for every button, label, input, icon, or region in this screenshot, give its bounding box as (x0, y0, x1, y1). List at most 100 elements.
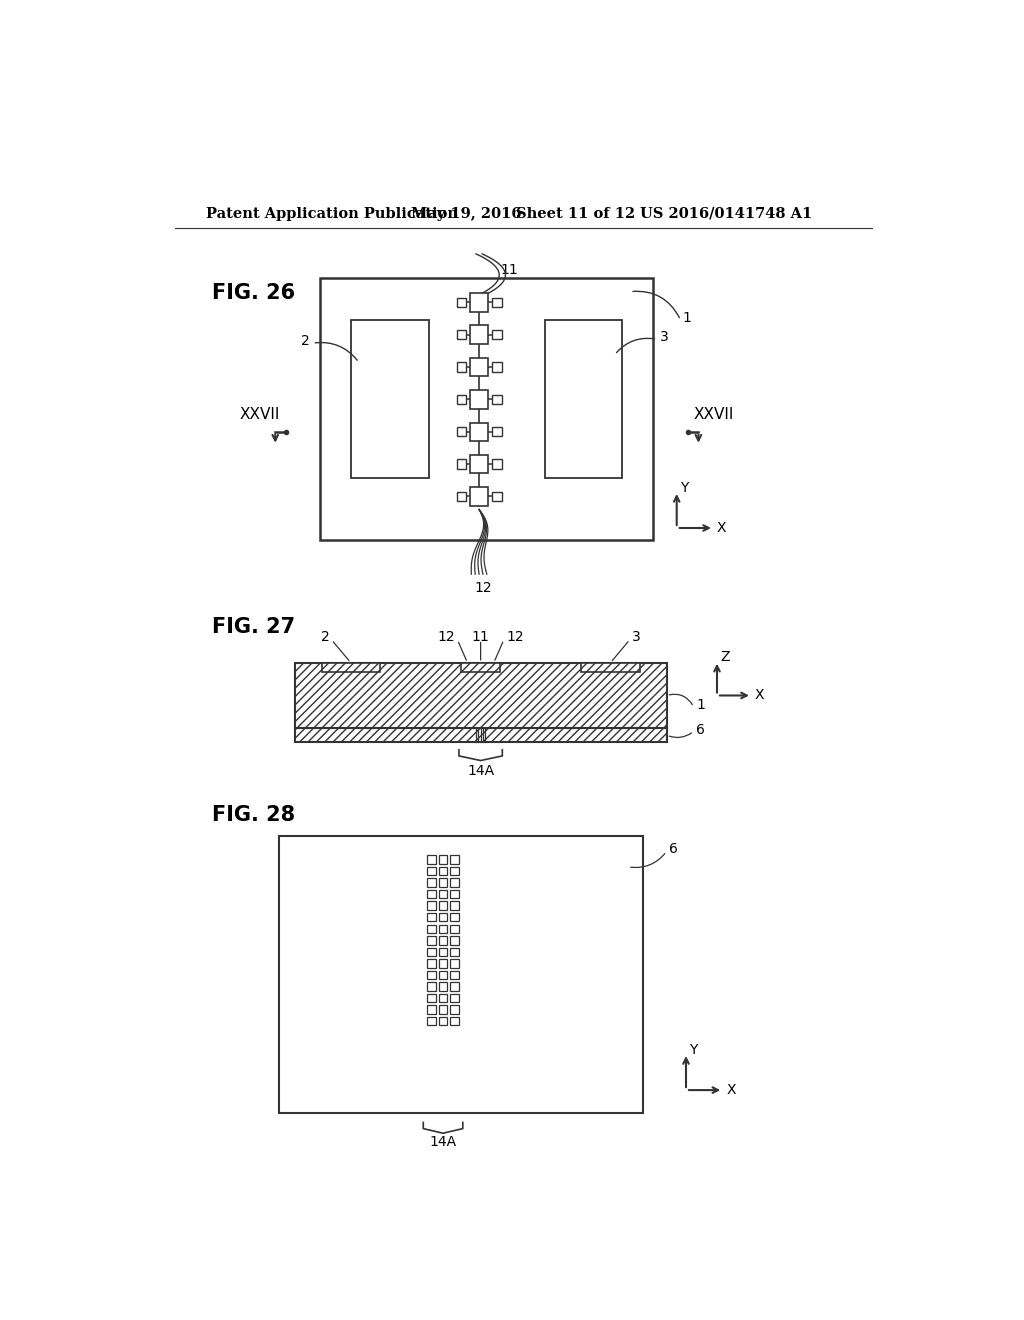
Bar (427, 1006, 435, 1014)
Bar (322, 663, 380, 672)
Text: FIG. 27: FIG. 27 (212, 616, 295, 636)
Bar (451, 982, 459, 991)
Text: 2: 2 (301, 334, 309, 348)
Bar (451, 960, 459, 968)
Bar (438, 913, 447, 921)
Bar (427, 982, 435, 991)
Bar (427, 855, 435, 863)
Bar (470, 455, 488, 474)
Bar (438, 1016, 447, 1026)
Bar (493, 428, 502, 437)
Text: XXVII: XXVII (693, 408, 734, 422)
Bar (451, 890, 459, 899)
Bar (451, 936, 459, 945)
Bar (457, 363, 466, 372)
Bar (451, 924, 459, 933)
Text: FIG. 26: FIG. 26 (212, 284, 295, 304)
Bar (427, 936, 435, 945)
Text: 3: 3 (632, 631, 641, 644)
Bar (438, 982, 447, 991)
Text: X: X (755, 689, 765, 702)
Bar (493, 492, 502, 502)
Bar (457, 492, 466, 502)
Bar (438, 902, 447, 909)
Text: US 2016/0141748 A1: US 2016/0141748 A1 (640, 207, 812, 220)
Bar (295, 663, 667, 729)
Bar (295, 729, 667, 742)
Bar (457, 330, 466, 339)
Bar (438, 878, 447, 887)
Bar (451, 948, 459, 956)
Bar (438, 1006, 447, 1014)
Bar (470, 422, 488, 441)
Text: 12: 12 (474, 581, 492, 595)
Bar (427, 890, 435, 899)
Text: Y: Y (689, 1043, 697, 1057)
Bar (321, 277, 653, 540)
Bar (451, 1016, 459, 1026)
Text: 14A: 14A (429, 1135, 457, 1150)
Bar (438, 960, 447, 968)
Bar (427, 994, 435, 1002)
Bar (457, 459, 466, 469)
Bar (457, 298, 466, 308)
Text: May 19, 2016: May 19, 2016 (411, 207, 521, 220)
Text: X: X (726, 1084, 736, 1097)
Text: 12: 12 (437, 631, 455, 644)
Bar (451, 913, 459, 921)
Bar (438, 924, 447, 933)
Bar (280, 836, 643, 1113)
Bar (438, 994, 447, 1002)
Text: 6: 6 (669, 842, 678, 857)
Bar (493, 298, 502, 308)
Bar (470, 358, 488, 376)
Bar (427, 1016, 435, 1026)
Text: Y: Y (680, 480, 688, 495)
Text: FIG. 28: FIG. 28 (212, 805, 295, 825)
Bar (582, 663, 640, 672)
Bar (438, 855, 447, 863)
Bar (427, 960, 435, 968)
Bar (427, 867, 435, 875)
Bar (451, 970, 459, 979)
Text: 14A: 14A (467, 764, 495, 779)
Bar (438, 948, 447, 956)
Bar (461, 663, 500, 672)
Bar (451, 994, 459, 1002)
Bar (451, 878, 459, 887)
Bar (427, 924, 435, 933)
Bar (438, 890, 447, 899)
Text: 11: 11 (472, 631, 489, 644)
Bar (470, 391, 488, 409)
Text: 12: 12 (506, 631, 524, 644)
Text: 2: 2 (322, 631, 330, 644)
Bar (438, 867, 447, 875)
Text: 11: 11 (501, 263, 518, 277)
Bar (493, 330, 502, 339)
Bar (451, 855, 459, 863)
Bar (427, 902, 435, 909)
Bar (451, 1006, 459, 1014)
Bar (427, 913, 435, 921)
Bar (493, 395, 502, 404)
Bar (451, 902, 459, 909)
Bar (470, 293, 488, 312)
Bar (457, 395, 466, 404)
Text: Z: Z (720, 649, 729, 664)
Bar (438, 970, 447, 979)
Text: XXVII: XXVII (240, 408, 280, 422)
Bar (451, 867, 459, 875)
Bar (427, 970, 435, 979)
Bar (427, 948, 435, 956)
Bar (438, 936, 447, 945)
Bar (351, 321, 429, 478)
Bar (427, 878, 435, 887)
Bar (545, 321, 623, 478)
Bar (457, 428, 466, 437)
Text: Patent Application Publication: Patent Application Publication (206, 207, 458, 220)
Bar (493, 459, 502, 469)
Bar (493, 363, 502, 372)
Bar (470, 326, 488, 345)
Text: 1: 1 (683, 310, 692, 325)
Text: X: X (717, 521, 726, 535)
